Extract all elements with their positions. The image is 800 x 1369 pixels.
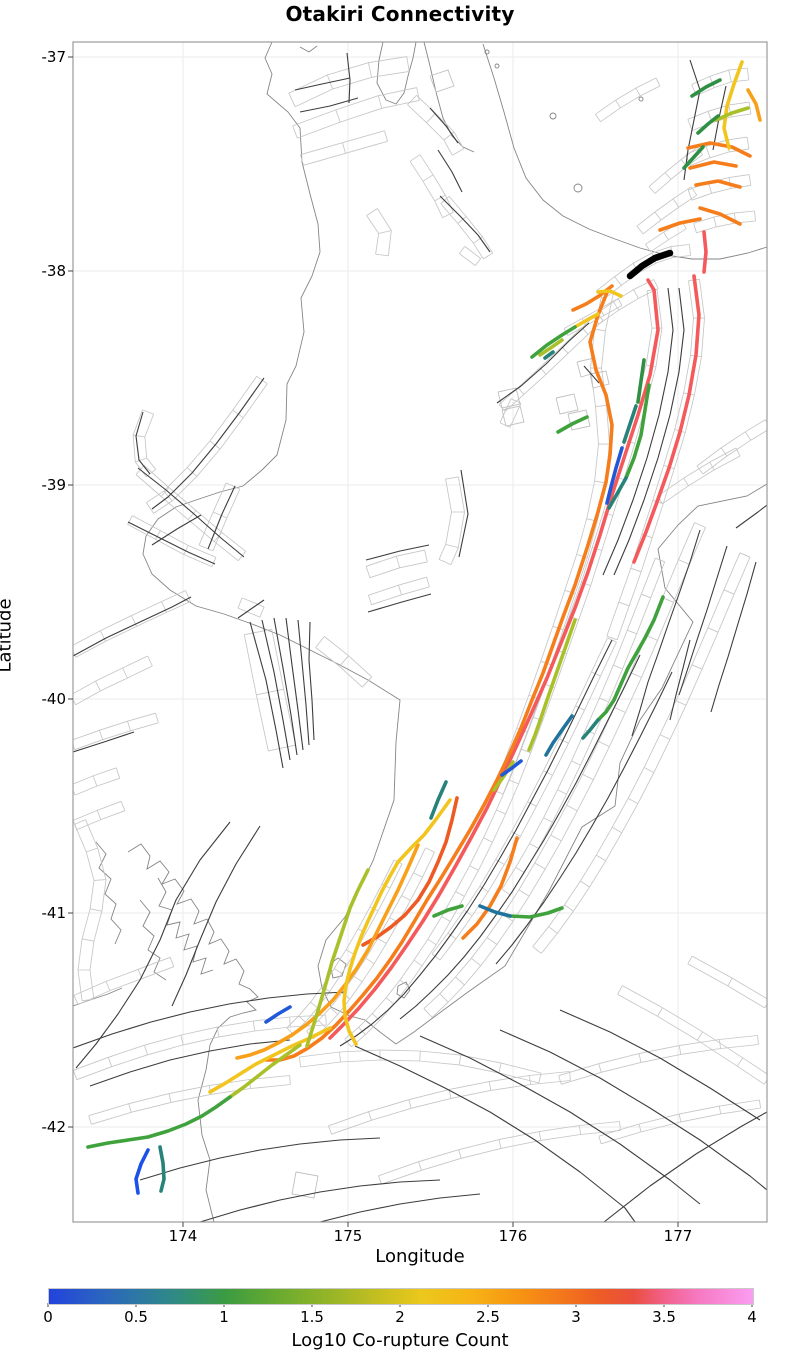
plot-frame [72, 41, 768, 1223]
fault-mesh [73, 56, 767, 1185]
y-tick-label: -39 [41, 476, 67, 494]
x-tick-label: 177 [663, 1227, 693, 1245]
chart-title: Otakiri Connectivity [285, 2, 515, 26]
gridlines [73, 42, 767, 1222]
colorbar-tick-label: 0 [43, 1308, 53, 1326]
colorbar-tick-label: 3.5 [652, 1308, 676, 1326]
y-tick-label: -41 [41, 904, 67, 922]
source-fault-line [626, 249, 674, 280]
colorbar-tick-label: 2.5 [476, 1308, 500, 1326]
y-tick-label: -37 [41, 48, 67, 66]
colorbar-tick-label: 4 [747, 1308, 757, 1326]
y-axis-label: Latitude [0, 598, 16, 673]
y-tick-label: -38 [41, 262, 67, 280]
colorbar-label: Log10 Co-rupture Count [291, 1330, 509, 1351]
colorbar-tick-label: 2 [395, 1308, 405, 1326]
colorbar-tick-label: 0.5 [124, 1308, 148, 1326]
x-tick-label: 174 [168, 1227, 198, 1245]
x-tick-label: 176 [498, 1227, 528, 1245]
x-tick-label: 175 [333, 1227, 363, 1245]
y-tick-label: -42 [41, 1118, 67, 1136]
axis-tick-marks [47, 56, 753, 1307]
fault-traces [73, 52, 767, 1222]
colorbar-gradient [48, 1288, 754, 1305]
colorbar-tick-label: 1.5 [300, 1308, 324, 1326]
colorbar-tick-label: 1 [219, 1308, 229, 1326]
coastlines [73, 42, 767, 1222]
x-axis-label: Longitude [375, 1246, 465, 1267]
y-tick-label: -40 [41, 690, 67, 708]
rupture-lines [86, 60, 762, 1195]
colorbar-tick-label: 3 [571, 1308, 581, 1326]
